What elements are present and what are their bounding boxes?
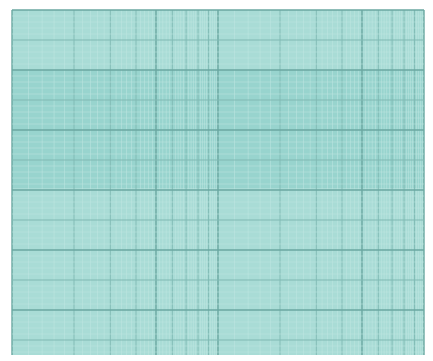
- grid-lines: [11, 9, 425, 355]
